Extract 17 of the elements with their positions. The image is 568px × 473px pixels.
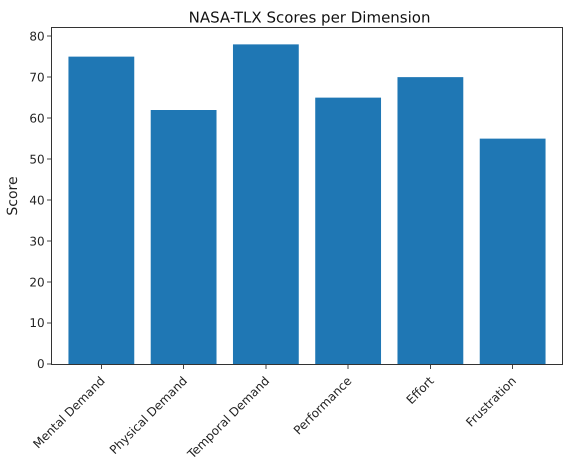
y-tick-label: 30 — [29, 234, 45, 248]
y-axis-title: Score — [4, 176, 21, 216]
y-tick-label: 80 — [29, 29, 45, 44]
bar — [232, 44, 299, 364]
bar — [68, 56, 134, 364]
bar — [150, 110, 217, 364]
y-tick-label: 60 — [29, 111, 45, 126]
bar — [480, 138, 546, 364]
y-tick-label: 0 — [36, 357, 45, 372]
y-tick-label: 10 — [29, 316, 45, 330]
bar — [315, 98, 382, 364]
y-tick-label: 20 — [29, 275, 45, 290]
y-tick-label: 70 — [29, 70, 45, 84]
y-tick-label: 40 — [29, 193, 45, 208]
chart-title: NASA-TLX Scores per Dimension — [188, 8, 430, 26]
y-tick-label: 50 — [29, 152, 45, 166]
bar — [397, 77, 464, 364]
